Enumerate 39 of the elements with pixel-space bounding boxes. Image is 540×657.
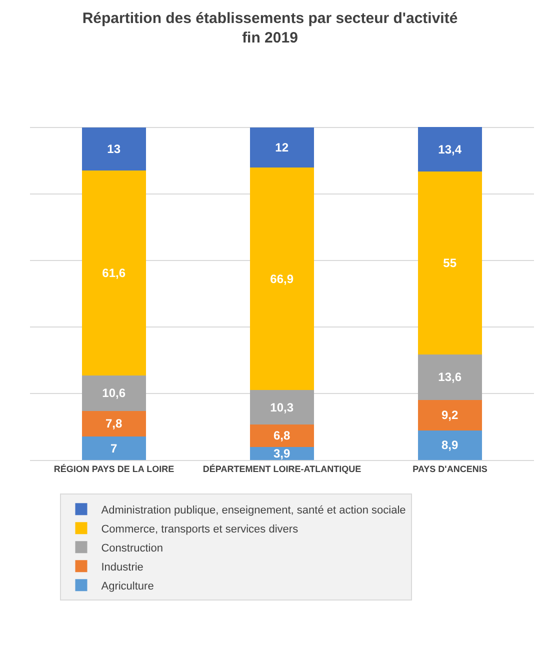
data-label: 3,9 xyxy=(273,446,291,461)
data-label: 7,8 xyxy=(105,416,123,431)
data-label: 10,3 xyxy=(270,400,294,414)
data-label: 55 xyxy=(443,256,457,270)
bar xyxy=(418,400,482,430)
data-label: 13,6 xyxy=(438,370,462,384)
x-tick-label: RÉGION PAYS DE LA LOIRE xyxy=(54,464,174,474)
data-label: 61,6 xyxy=(102,266,126,280)
data-label: 10,6 xyxy=(102,386,126,400)
bar xyxy=(82,376,146,411)
bar xyxy=(250,447,314,460)
legend-label: Agriculture xyxy=(101,580,154,592)
bar xyxy=(250,390,314,424)
data-label: 13,4 xyxy=(438,142,462,156)
x-tick-label: DÉPARTEMENT LOIRE-ATLANTIQUE xyxy=(202,464,362,474)
bar xyxy=(418,126,482,172)
bar xyxy=(250,128,314,168)
bar xyxy=(82,436,146,460)
chart-title: Répartition des établissements par secteur d'activité fin 2019 xyxy=(82,10,458,46)
data-label: 8,9 xyxy=(441,438,459,452)
data-label: 12 xyxy=(275,140,289,155)
x-tick-label: PAYS D'ANCENIS xyxy=(412,464,488,474)
legend-label: Industrie xyxy=(101,561,144,574)
legend-label: Construction xyxy=(101,542,164,554)
data-label: 13 xyxy=(107,142,121,156)
bar xyxy=(418,172,482,355)
bar xyxy=(82,410,146,437)
bar xyxy=(418,430,482,460)
bar xyxy=(82,127,146,171)
data-label: 6,8 xyxy=(273,428,291,443)
bar xyxy=(250,168,314,390)
legend-label: Administration publique, enseignement, santé et action sociale xyxy=(101,504,406,516)
legend-label: Commerce, transports et services divers xyxy=(101,523,299,536)
data-label: 9,2 xyxy=(441,408,459,422)
data-label: 66,9 xyxy=(270,272,294,286)
bar xyxy=(82,170,146,376)
data-label: 7 xyxy=(110,441,118,456)
bar xyxy=(250,424,314,448)
bar xyxy=(418,354,482,400)
